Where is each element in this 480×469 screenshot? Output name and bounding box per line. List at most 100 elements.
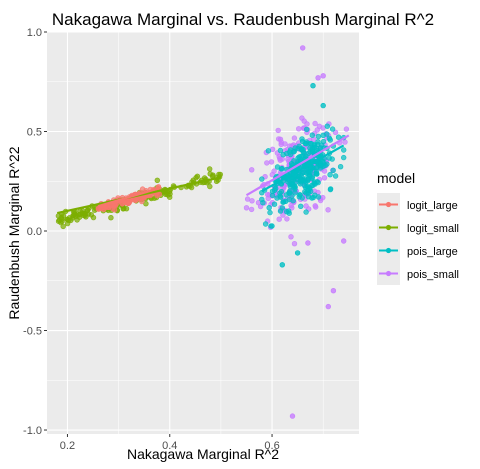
data-point-pois_large [272,188,277,193]
data-point-pois_large [314,171,319,176]
data-point-pois_small [285,217,290,222]
y-tick-label: 0.0 [27,226,42,238]
data-point-pois_large [291,198,296,203]
y-tick-label: 0.5 [27,127,42,139]
data-point-pois_large [267,205,272,210]
data-point-pois_large [270,224,275,229]
outlier-point-pois_large [280,262,285,267]
data-point-pois_large [278,195,283,200]
outlier-point-pois_small [316,75,321,80]
data-point-pois_small [313,203,318,208]
legend-label: logit_large [407,200,458,212]
data-point-pois_large [268,210,273,215]
data-point-pois_large [278,209,283,214]
outlier-point-pois_small [290,414,295,419]
outlier-point-pois_large [295,251,300,256]
data-point-pois_small [272,169,277,174]
data-point-pois_small [344,127,349,132]
data-point-pois_large [292,184,297,189]
data-point-pois_small [283,142,288,147]
legend-label: pois_large [407,246,458,258]
data-point-pois_small [302,119,307,124]
outlier-point-pois_large [311,83,316,88]
data-point-pois_large [261,200,266,205]
chart-title: Nakagawa Marginal vs. Raudenbush Margina… [52,10,434,29]
data-point-pois_large [281,152,286,157]
data-point-pois_small [343,140,348,145]
outlier-point-pois_small [321,73,326,78]
data-point-pois_small [296,126,301,131]
data-point-pois_large [272,202,277,207]
data-point-pois_large [312,145,317,150]
legend-point [386,225,391,230]
data-point-pois_large [328,172,333,177]
data-point-pois_small [250,198,255,203]
data-point-pois_large [321,139,326,144]
outlier-point-pois_large [321,103,326,108]
data-point-pois_large [330,157,335,162]
outlier-point-pois_small [331,288,336,293]
data-point-pois_small [249,167,254,172]
data-point-pois_large [298,204,303,209]
data-point-pois_large [331,168,336,173]
data-point-pois_small [244,205,249,210]
data-point-pois_large [304,127,309,132]
data-point-pois_large [263,222,268,227]
data-point-pois_large [284,193,289,198]
y-tick-label: 1.0 [27,27,42,39]
data-point-pois_large [328,187,333,192]
data-point-pois_large [297,194,302,199]
data-point-pois_small [313,121,318,126]
data-point-pois_small [289,203,294,208]
data-point-pois_large [290,194,295,199]
data-point-logit_small [76,212,81,217]
data-point-logit_small [121,206,126,211]
data-point-pois_large [312,193,317,198]
x-tick-label: 0.2 [60,440,75,452]
data-point-pois_large [327,136,332,141]
y-axis-label: Raudenbush Marginal R^22 [6,146,22,319]
data-point-pois_large [311,183,316,188]
data-point-pois_small [317,124,322,129]
data-point-pois_large [330,127,335,132]
data-point-pois_small [269,160,274,165]
data-point-pois_large [333,174,338,179]
data-point-pois_large [286,209,291,214]
data-point-pois_large [316,134,321,139]
data-point-logit_small [58,220,63,225]
outlier-point-pois_small [300,46,305,51]
data-point-logit_small [168,192,173,197]
legend-point [386,248,391,253]
data-point-pois_small [289,234,294,239]
data-point-pois_small [249,207,254,212]
data-point-pois_large [266,148,271,153]
data-point-pois_small [322,175,327,180]
data-point-pois_large [325,124,330,129]
data-point-pois_large [259,177,264,182]
data-point-pois_large [303,180,308,185]
data-point-pois_large [316,139,321,144]
data-point-pois_small [278,158,283,163]
data-point-pois_large [303,141,308,146]
data-point-logit_large [112,207,117,212]
y-tick-label: -0.5 [23,326,42,338]
data-point-logit_large [134,198,139,203]
x-axis-label: Nakagawa Marginal R^2 [127,446,279,462]
data-point-pois_small [265,192,270,197]
data-point-pois_large [341,148,346,153]
data-point-pois_large [299,154,304,159]
data-point-pois_large [336,135,341,140]
data-point-logit_small [68,218,73,223]
data-point-pois_small [264,161,269,166]
outlier-point-pois_small [306,241,311,246]
legend-point [386,202,391,207]
y-axis: -1.0 -0.5 0.0 0.5 1.0 [23,27,47,437]
data-point-logit_small [207,167,212,172]
data-point-pois_large [323,163,328,168]
data-point-logit_small [89,212,94,217]
data-point-logit_large [126,201,131,206]
legend-title: model [377,170,415,186]
data-point-pois_large [341,155,346,160]
data-point-pois_large [304,210,309,215]
data-point-pois_small [277,217,282,222]
